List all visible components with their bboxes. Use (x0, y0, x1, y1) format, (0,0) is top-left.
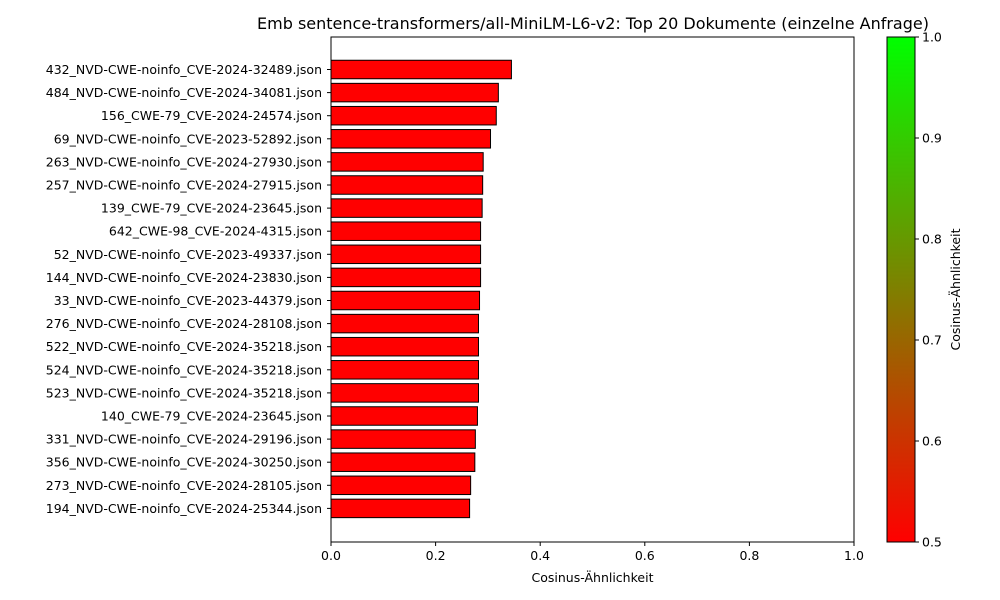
category-label: 524_NVD-CWE-noinfo_CVE-2024-35218.json (46, 362, 322, 377)
category-label: 33_NVD-CWE-noinfo_CVE-2023-44379.json (54, 293, 322, 308)
category-label: 523_NVD-CWE-noinfo_CVE-2024-35218.json (46, 385, 322, 400)
bar (330, 82, 499, 103)
x-tick-label: 0.2 (426, 548, 446, 563)
colorbar-tick-label: 0.7 (922, 333, 942, 348)
category-label: 263_NVD-CWE-noinfo_CVE-2024-27930.json (46, 154, 322, 169)
x-axis-label: Cosinus-Ähnlichkeit (532, 570, 654, 585)
bar (330, 198, 483, 218)
category-label: 194_NVD-CWE-noinfo_CVE-2024-25344.json (46, 501, 322, 516)
bar (330, 221, 482, 241)
bar (330, 152, 484, 172)
bar (330, 105, 497, 126)
category-label: 432_NVD-CWE-noinfo_CVE-2024-32489.json (46, 62, 322, 77)
colorbar-tick-label: 1.0 (922, 30, 942, 45)
category-label: 356_NVD-CWE-noinfo_CVE-2024-30250.json (46, 455, 322, 470)
bar (330, 498, 471, 519)
plot-frame (330, 36, 855, 543)
bar (330, 267, 482, 288)
x-tick-label: 0.6 (635, 548, 655, 563)
bar (330, 383, 479, 403)
chart-title: Emb sentence-transformers/all-MiniLM-L6-… (257, 14, 929, 33)
bar (330, 452, 476, 472)
category-label: 140_CWE-79_CVE-2024-23645.json (101, 409, 322, 424)
colorbar-ticks: 0.5 0.6 0.7 0.8 0.9 1.0 (915, 30, 942, 550)
bar (330, 59, 512, 80)
category-label: 642_CWE-98_CVE-2024-4315.json (109, 224, 322, 239)
category-label: 52_NVD-CWE-noinfo_CVE-2023-49337.json (54, 247, 322, 262)
bar (330, 290, 481, 311)
x-tick-label: 0.0 (321, 548, 341, 563)
category-label: 276_NVD-CWE-noinfo_CVE-2024-28108.json (46, 316, 322, 331)
category-label: 144_NVD-CWE-noinfo_CVE-2024-23830.json (46, 270, 322, 285)
colorbar-tick-label: 0.9 (922, 131, 942, 146)
x-axis-ticks: 0.0 0.2 0.4 0.6 0.8 1.0 (321, 542, 864, 563)
colorbar-tick-label: 0.8 (922, 232, 942, 247)
colorbar (886, 36, 916, 543)
category-label: 522_NVD-CWE-noinfo_CVE-2024-35218.json (46, 339, 322, 354)
bars-group (330, 59, 512, 519)
category-label: 257_NVD-CWE-noinfo_CVE-2024-27915.json (46, 178, 322, 193)
category-label: 484_NVD-CWE-noinfo_CVE-2024-34081.json (46, 85, 322, 100)
x-tick-label: 0.8 (739, 548, 759, 563)
bar (330, 175, 484, 195)
category-label: 273_NVD-CWE-noinfo_CVE-2024-28105.json (46, 478, 322, 493)
colorbar-tick-label: 0.5 (922, 535, 942, 550)
x-tick-label: 0.4 (530, 548, 550, 563)
bar (330, 360, 479, 380)
bar (330, 475, 472, 496)
category-label: 69_NVD-CWE-noinfo_CVE-2023-52892.json (54, 131, 322, 146)
bar (330, 429, 476, 449)
category-label: 331_NVD-CWE-noinfo_CVE-2024-29196.json (46, 432, 322, 447)
category-label: 156_CWE-79_CVE-2024-24574.json (101, 108, 322, 123)
bar (330, 336, 479, 357)
category-labels: 432_NVD-CWE-noinfo_CVE-2024-32489.json 48… (46, 62, 331, 516)
bar (330, 406, 478, 426)
colorbar-tick-label: 0.6 (922, 434, 942, 449)
bar (330, 244, 482, 265)
bar (330, 129, 492, 149)
category-label: 139_CWE-79_CVE-2024-23645.json (101, 201, 322, 216)
bar (330, 313, 479, 334)
x-tick-label: 1.0 (844, 548, 864, 563)
colorbar-label: Cosinus-Ähnlichkeit (948, 228, 963, 350)
